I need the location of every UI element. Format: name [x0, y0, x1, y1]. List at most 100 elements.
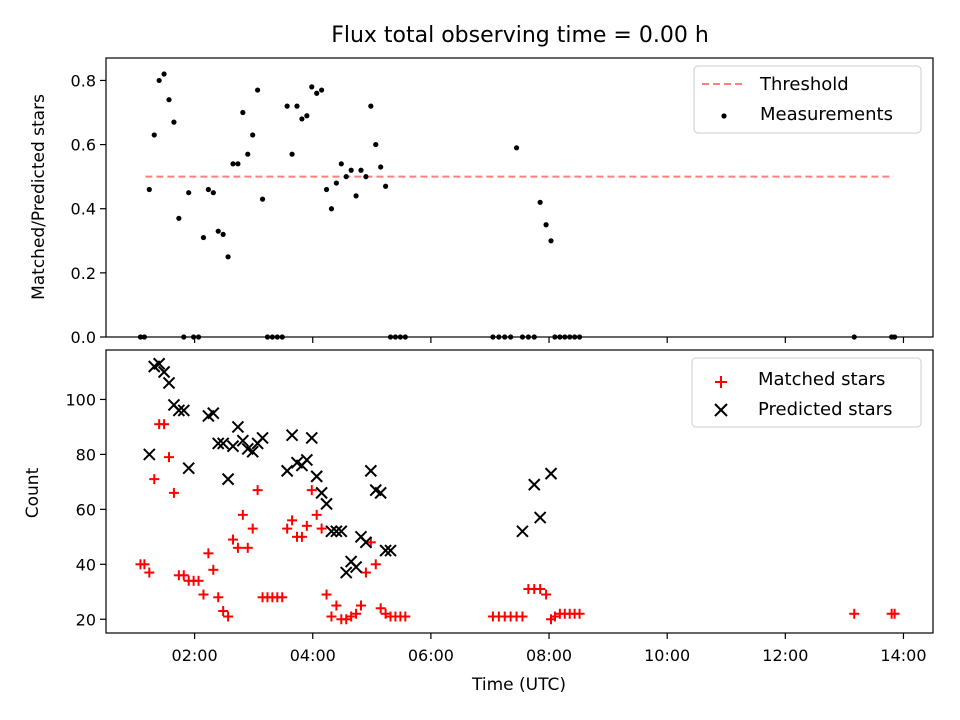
matched-star-point	[370, 559, 381, 570]
matched-star-point	[277, 592, 288, 603]
predicted-star-point	[226, 439, 240, 453]
matched-star-point	[360, 567, 371, 578]
count-y-axis-label: Count	[23, 467, 43, 518]
count-plot: 20 40 60 80 100 02:00 04:00 06:00 08:00 10:00 12:…	[23, 349, 934, 695]
x-tick-label: 02:00	[172, 646, 218, 665]
measurement-point	[166, 97, 172, 103]
legend-predicted-label: Predicted stars	[758, 399, 892, 420]
measurement-point	[240, 109, 246, 116]
measurement-point	[358, 167, 364, 173]
ratio-x-axis	[194, 337, 905, 343]
predicted-star-point	[379, 544, 392, 557]
matched-star-point	[159, 419, 170, 430]
predicted-star-point	[280, 464, 294, 478]
predicted-star-point	[246, 445, 259, 458]
x-axis-label: Time (UTC)	[471, 675, 566, 695]
predicted-star-point	[335, 525, 348, 538]
matched-star-point	[242, 542, 253, 553]
legend-matched-label: Matched stars	[758, 369, 885, 390]
predicted-star-point	[143, 448, 156, 461]
predicted-star-point	[212, 437, 225, 450]
matched-stars-series	[135, 419, 900, 625]
predicted-star-point	[330, 525, 343, 538]
ratio-plot-frame	[105, 57, 934, 338]
measurement-point	[156, 77, 162, 84]
measurement-point	[255, 87, 261, 93]
predicted-star-point	[315, 486, 328, 500]
matched-star-point	[351, 608, 362, 619]
predicted-star-point	[320, 497, 333, 511]
x-tick-label: 14:00	[880, 646, 926, 665]
predicted-star-point	[305, 431, 318, 445]
matched-star-point	[213, 592, 224, 603]
predicted-star-point	[172, 404, 186, 417]
matched-star-point	[400, 611, 411, 622]
matched-star-point	[168, 487, 179, 498]
measurement-point	[235, 161, 241, 167]
measurement-point	[383, 183, 389, 189]
matched-star-point	[237, 509, 248, 520]
chart-title: Flux total observing time = 0.00 h	[331, 23, 709, 48]
predicted-star-point	[285, 428, 299, 442]
predicted-star-point	[300, 453, 314, 467]
matched-star-point	[164, 452, 175, 463]
measurement-point	[151, 132, 157, 138]
legend-threshold-label: Threshold	[759, 74, 849, 95]
measurement-point	[284, 103, 290, 109]
predicted-star-point	[221, 472, 235, 486]
measurements-series	[137, 71, 898, 340]
matched-star-point	[228, 534, 239, 545]
measurement-point	[176, 215, 182, 221]
matched-star-point	[203, 548, 214, 559]
measurement-point	[309, 84, 315, 90]
measurement-point	[373, 141, 379, 148]
matched-star-point	[287, 515, 298, 526]
predicted-star-point	[516, 525, 529, 538]
count-y-tick-label: 60	[76, 500, 96, 519]
measurement-point	[146, 186, 152, 193]
measurement-point	[299, 116, 305, 122]
matched-star-point	[252, 485, 263, 496]
measurement-point	[186, 190, 192, 196]
matched-star-point	[208, 564, 219, 575]
ratio-y-tick-label: 0.4	[71, 200, 96, 219]
predicted-star-point	[384, 544, 397, 557]
ratio-y-axis: 0.0 0.2 0.4 0.6 0.8	[71, 71, 106, 347]
measurement-point	[363, 174, 369, 180]
predicted-star-point	[533, 511, 547, 524]
predicted-star-point	[325, 525, 338, 538]
matched-star-point	[311, 509, 322, 520]
measurement-point	[225, 254, 231, 260]
measurement-point	[343, 174, 349, 180]
count-legend: Matched stars Predicted stars	[691, 357, 922, 428]
predicted-star-point	[310, 470, 323, 483]
measurement-point	[548, 238, 554, 244]
count-plot-frame	[105, 349, 934, 634]
legend-measurements-label: Measurements	[760, 104, 893, 125]
ratio-legend: Threshold Measurements	[693, 65, 922, 134]
predicted-star-point	[359, 536, 373, 549]
measurement-point	[304, 113, 310, 119]
measurement-point	[171, 119, 177, 125]
matched-star-point	[247, 523, 258, 534]
legend-measurements-swatch	[721, 113, 727, 119]
x-tick-label: 06:00	[408, 646, 454, 665]
matched-star-point	[326, 611, 337, 622]
matched-star-point	[198, 589, 209, 600]
ratio-plot: 0.00.20.40.60.8 Matched/Predicted stars …	[29, 57, 934, 347]
predicted-star-point	[177, 404, 190, 417]
measurement-point	[220, 231, 226, 237]
matched-star-point	[316, 523, 327, 534]
predicted-star-point	[374, 486, 387, 500]
measurement-point	[200, 234, 207, 241]
matched-star-point	[375, 603, 386, 614]
matched-star-point	[218, 606, 229, 617]
matched-star-point	[178, 570, 189, 581]
count-y-tick-label: 20	[76, 610, 96, 629]
measurement-point	[328, 206, 335, 212]
predicted-star-point	[544, 467, 558, 480]
measurement-point	[353, 193, 359, 199]
predicted-star-point	[528, 478, 541, 491]
measurement-point	[245, 151, 251, 157]
ratio-y-tick-label: 0.8	[71, 71, 96, 90]
